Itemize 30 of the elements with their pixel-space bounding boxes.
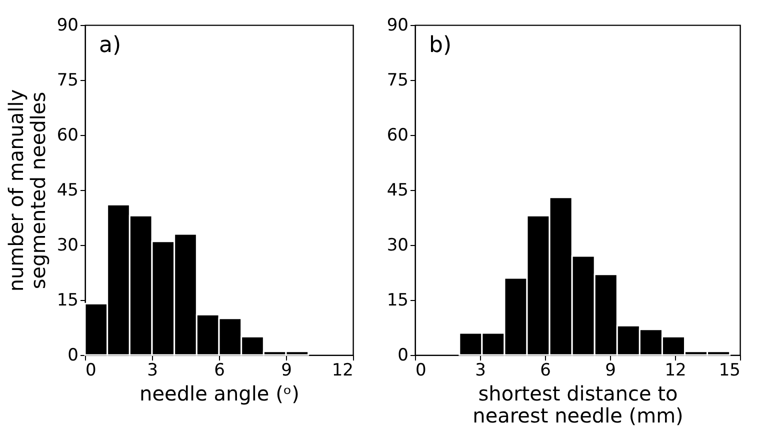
y-tick-label: 45 [386, 180, 408, 200]
x-tick-label: 6 [214, 360, 225, 380]
x-tick-label: 0 [86, 360, 96, 380]
y-tick-label: 60 [386, 126, 408, 146]
annotation: a) [99, 33, 122, 58]
x-tick-label: 0 [416, 360, 426, 380]
x-axis-title: shortest distance to nearest needle (mm) [472, 382, 684, 428]
x-tick-label: 12 [332, 360, 354, 380]
x-tick-label: 9 [605, 360, 616, 380]
y-tick-label: 30 [386, 236, 408, 256]
y-tick-label: 90 [386, 16, 408, 36]
y-tick-label: 90 [56, 16, 78, 36]
annotation: b) [429, 33, 452, 58]
x-tick-label: 3 [147, 360, 158, 380]
x-tick-label: 15 [718, 360, 740, 380]
y-tick-label: 60 [56, 126, 78, 146]
y-tick-label: 30 [56, 236, 78, 256]
x-tick-label: 12 [664, 360, 686, 380]
y-tick-label: 75 [386, 70, 408, 90]
y-tick-label: 45 [56, 180, 78, 200]
y-tick-label: 15 [386, 290, 408, 310]
x-tick-label: 6 [540, 360, 551, 380]
y-tick-label: 0 [68, 346, 78, 366]
y-tick-label: 0 [398, 346, 408, 366]
y-tick-label: 15 [56, 290, 78, 310]
y-tick-label: 75 [56, 70, 78, 90]
y-axis-title: number of manually segmented needles [4, 89, 50, 292]
x-tick-label: 3 [475, 360, 486, 380]
x-tick-label: 9 [281, 360, 292, 380]
x-axis-title: needle angle (ᵒ) [140, 382, 300, 406]
